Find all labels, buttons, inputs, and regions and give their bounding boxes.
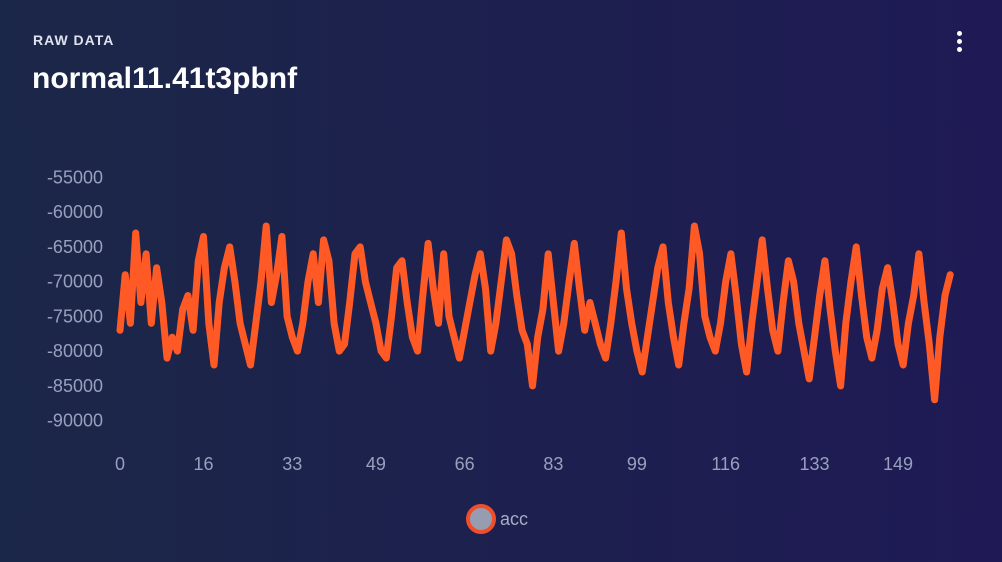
y-tick-label: -70000	[47, 272, 103, 292]
x-tick-label: 116	[711, 454, 740, 474]
legend-swatch	[466, 504, 496, 534]
legend-item-acc[interactable]: acc	[466, 504, 528, 534]
x-tick-label: 133	[799, 454, 829, 474]
x-tick-label: 99	[627, 454, 647, 474]
chart-kicker: RAW DATA	[33, 32, 115, 48]
y-axis-ticks: -55000 -60000 -65000 -70000 -75000 -80000 -850…	[47, 167, 103, 430]
x-tick-label: 149	[883, 454, 913, 474]
menu-dot	[956, 30, 962, 36]
y-tick-label: -80000	[47, 341, 103, 361]
x-tick-label: 33	[282, 454, 302, 474]
x-tick-label: 0	[115, 454, 125, 474]
y-tick-label: -75000	[47, 306, 103, 326]
x-axis-ticks: 0 16 33 49 66 83 99 116 133 149	[115, 454, 913, 474]
x-tick-label: 16	[194, 454, 214, 474]
x-tick-label: 83	[543, 454, 563, 474]
more-vertical-icon[interactable]	[950, 30, 968, 52]
y-tick-label: -90000	[47, 411, 103, 431]
menu-dot	[956, 46, 962, 52]
y-tick-label: -85000	[47, 376, 103, 396]
y-tick-label: -55000	[47, 167, 103, 187]
series-layer	[116, 222, 954, 404]
series-line-acc	[116, 222, 954, 404]
legend-label: acc	[500, 508, 529, 529]
x-tick-label: 66	[455, 454, 475, 474]
menu-dot	[956, 38, 962, 44]
chart-title: normal11.41t3pbnf	[32, 62, 298, 95]
y-tick-label: -60000	[47, 202, 103, 222]
y-tick-label: -65000	[47, 237, 103, 257]
x-tick-label: 49	[366, 454, 386, 474]
